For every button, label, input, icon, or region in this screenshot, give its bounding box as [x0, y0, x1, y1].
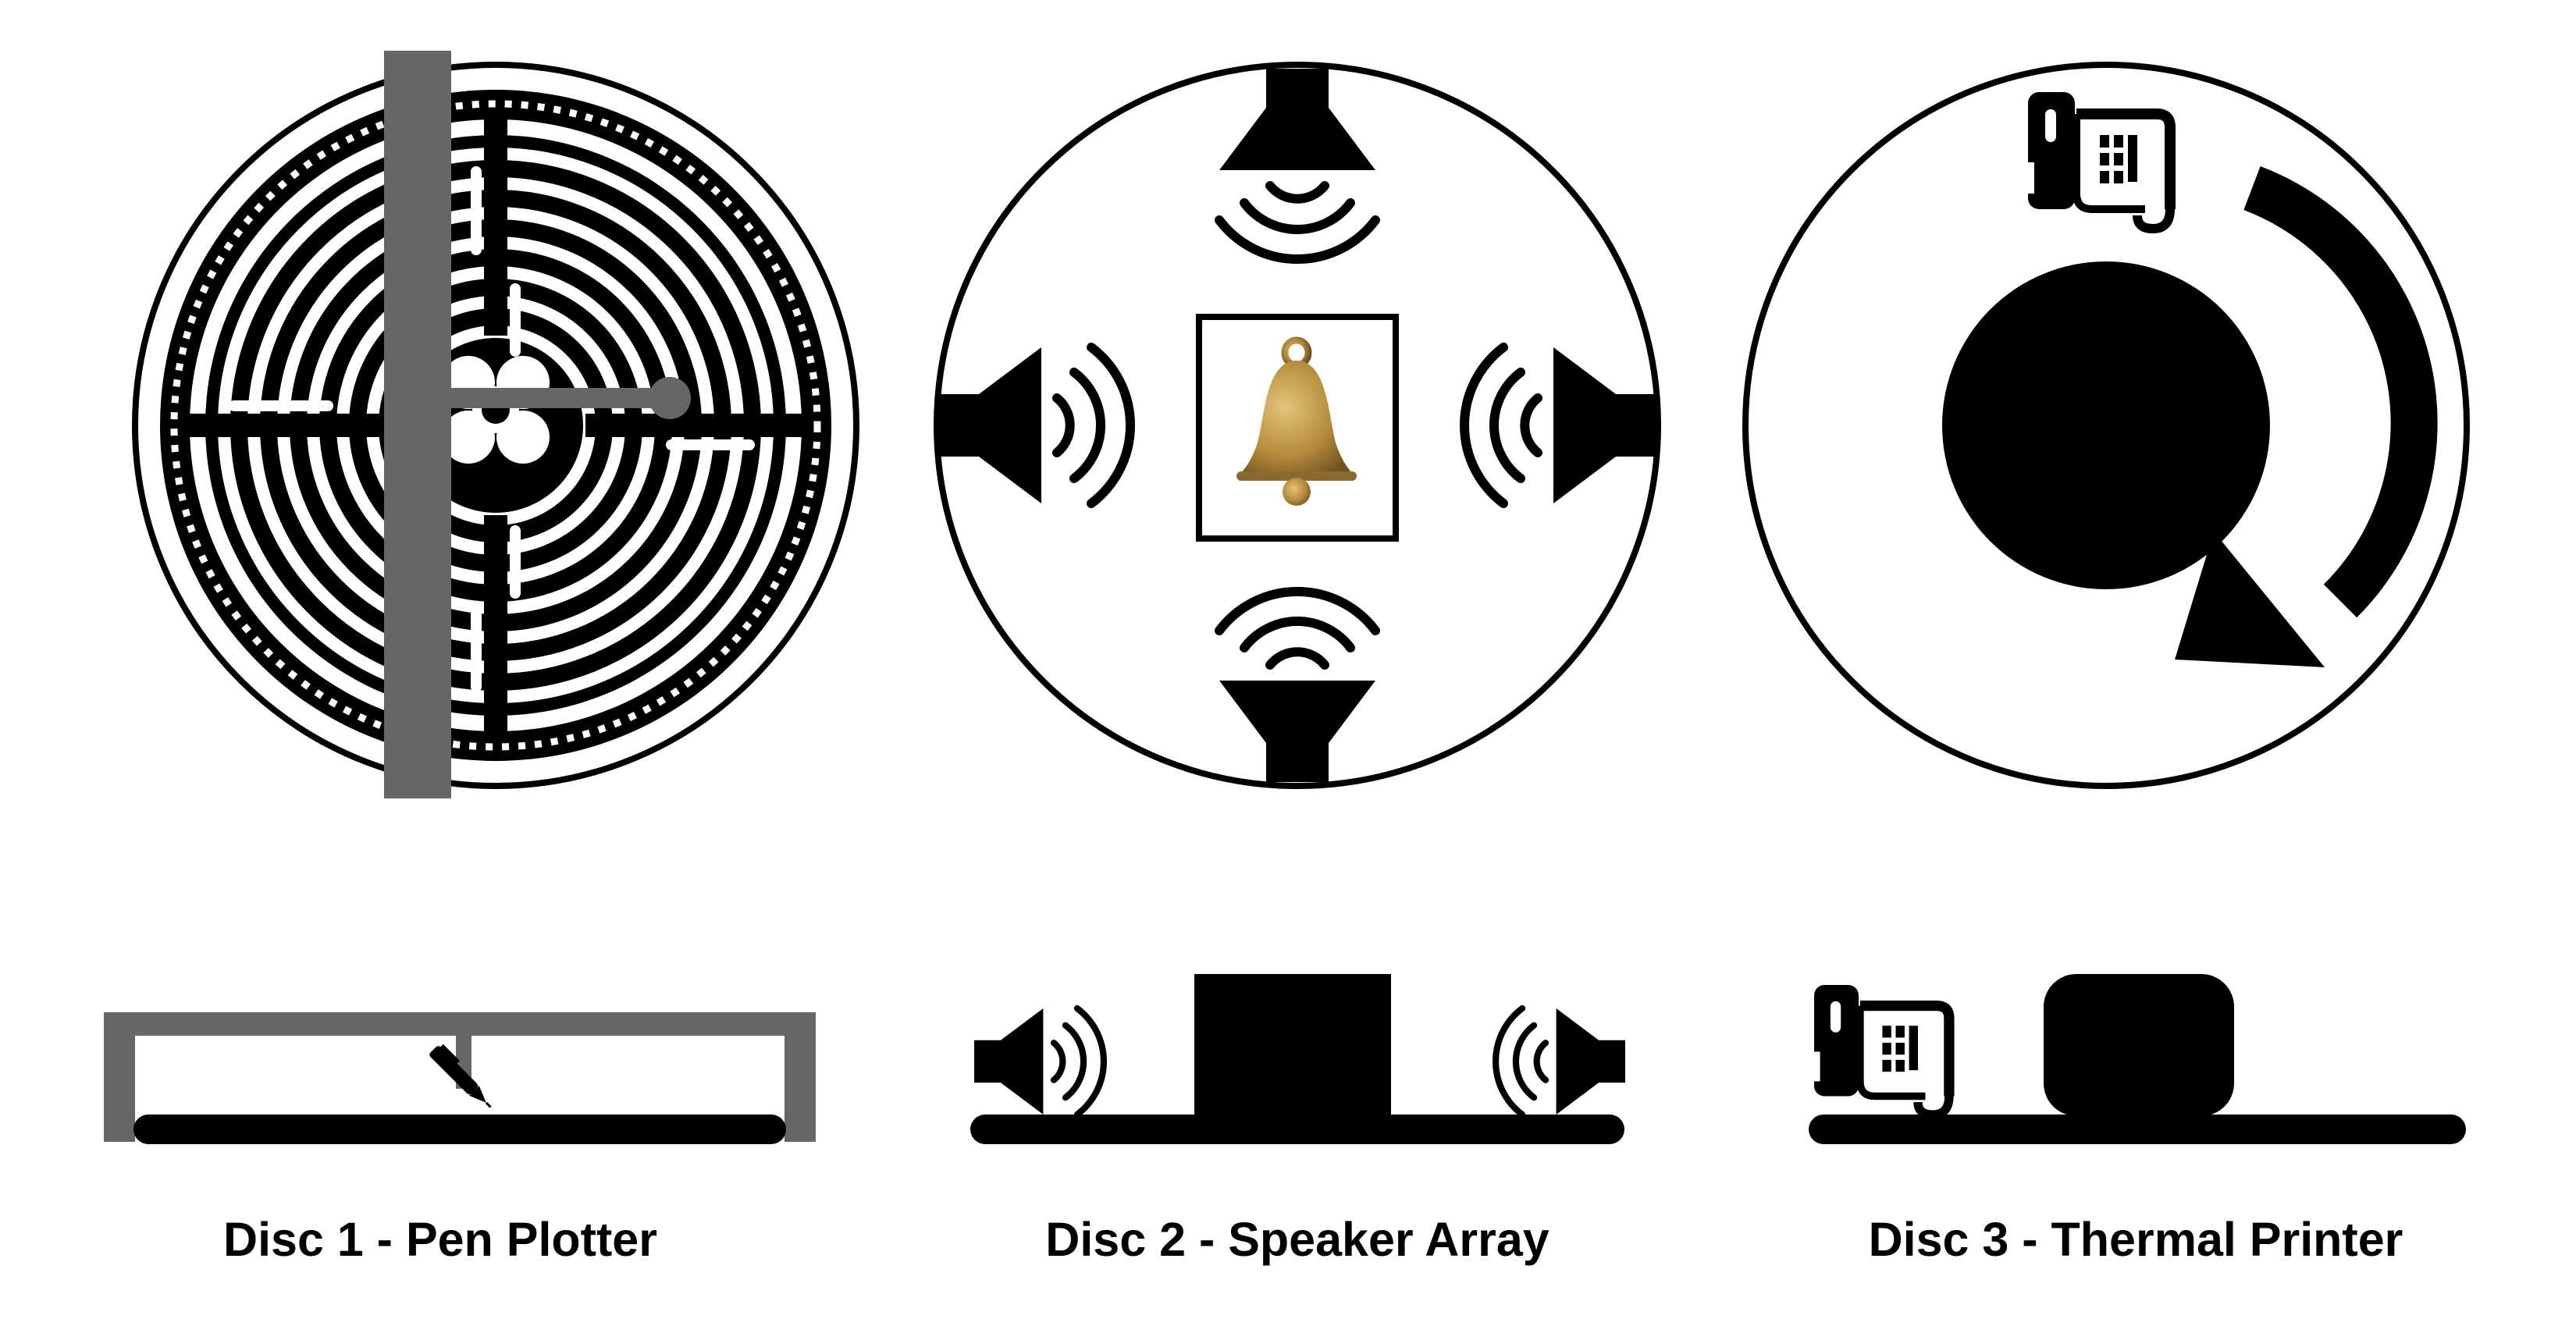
disc-1-caption: Disc 1 - Pen Plotter: [223, 1213, 657, 1266]
disc-2-side-view: [970, 974, 1625, 1144]
pen-icon: [429, 1043, 492, 1108]
plotter-gantry: [384, 51, 691, 798]
disc-3-caption: Disc 3 - Thermal Printer: [1868, 1213, 2403, 1266]
bell-icon: [1236, 336, 1357, 506]
side-puck: [2044, 974, 2234, 1116]
printer-puck: [1942, 261, 2270, 589]
side-speaker-left: [974, 1008, 1104, 1115]
disc-2-top-view: [934, 62, 1661, 789]
side-printer-icon: [1814, 985, 1949, 1115]
rotation-arrow-icon: [2175, 165, 2438, 667]
labyrinth-icon: [160, 90, 831, 761]
disc-2-caption: Disc 2 - Speaker Array: [1045, 1213, 1550, 1266]
side-speaker-right: [1496, 1008, 1625, 1115]
disc-1-side-view: [104, 1012, 816, 1144]
disc-1-top-view: [132, 51, 859, 798]
disc-3-top-view: [1742, 62, 2470, 789]
disc-3-side-view: [1809, 974, 2466, 1144]
